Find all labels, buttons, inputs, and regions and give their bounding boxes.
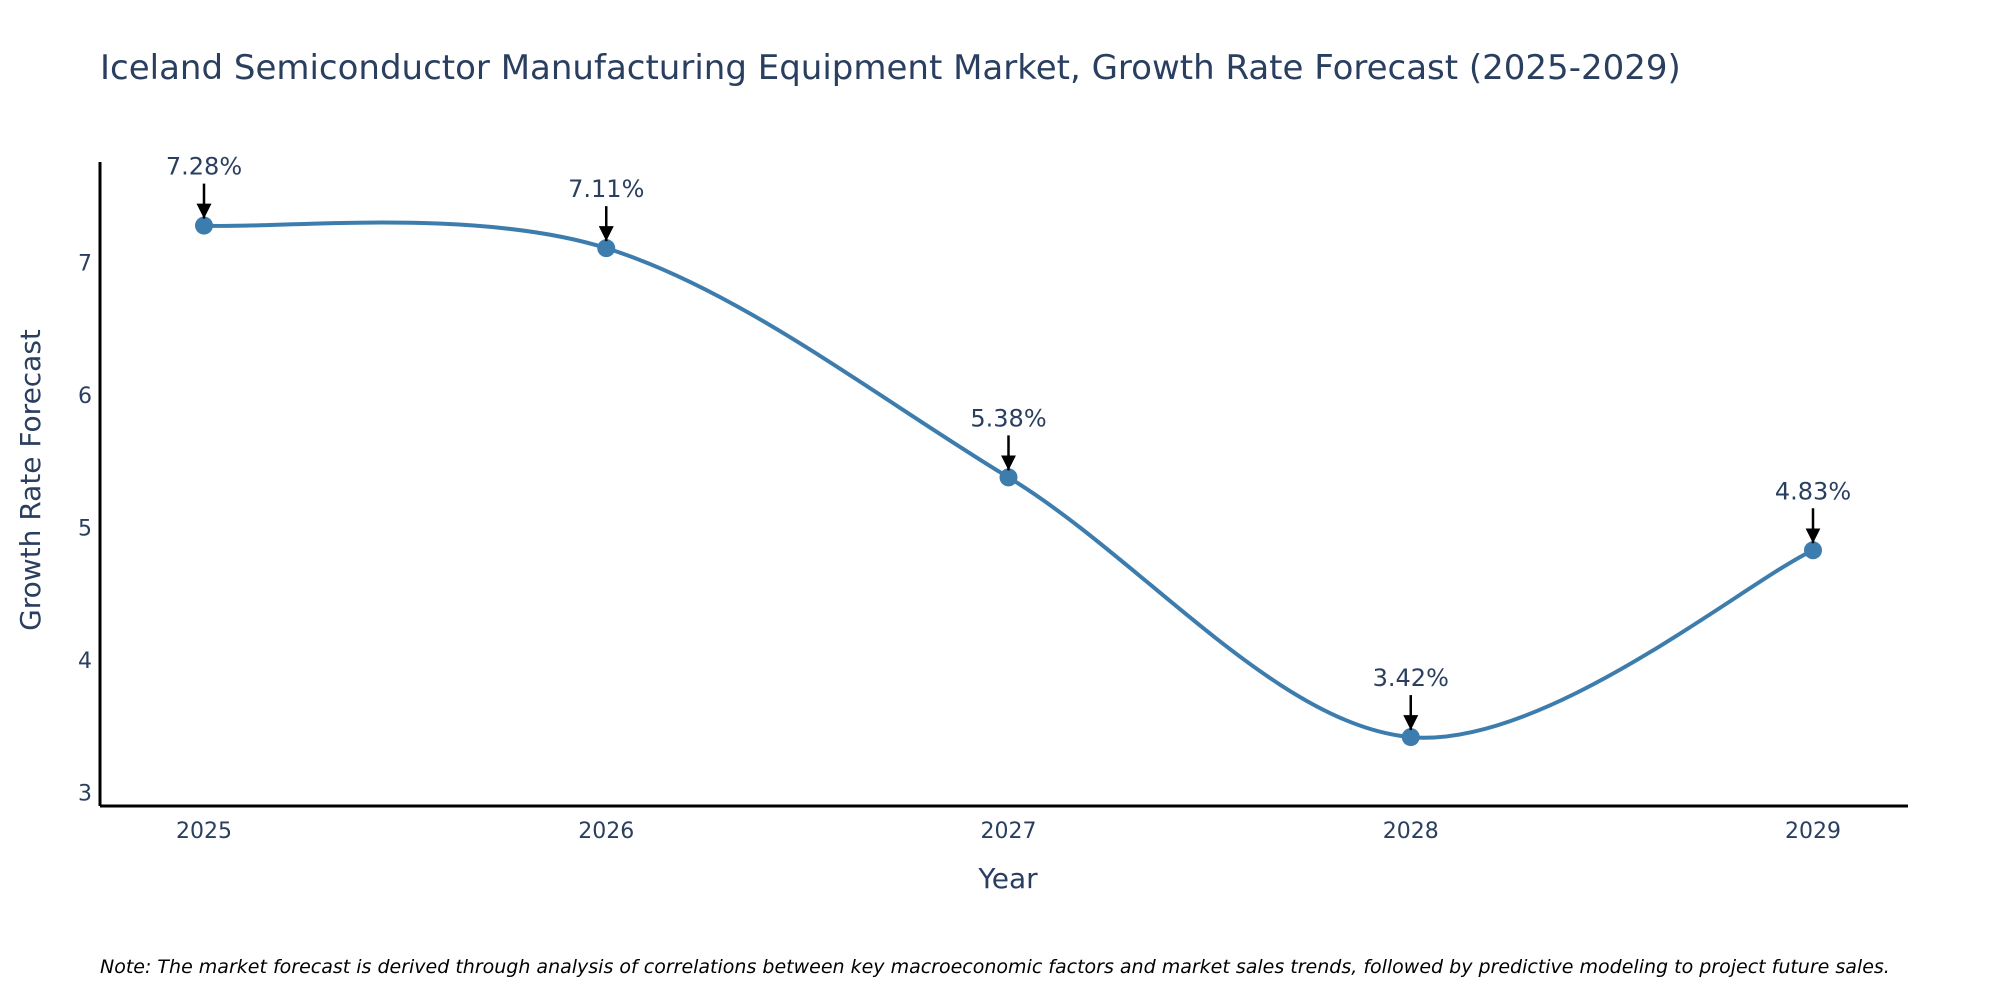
x-tick-label: 2028 bbox=[1383, 819, 1439, 844]
data-label: 7.11% bbox=[568, 175, 644, 203]
x-tick-label: 2029 bbox=[1785, 819, 1841, 844]
y-tick-label: 6 bbox=[78, 384, 92, 409]
y-tick-label: 5 bbox=[78, 517, 92, 542]
y-axis-ticks: 3 4 5 6 7 bbox=[78, 252, 92, 807]
y-axis-title: Growth Rate Forecast bbox=[14, 329, 47, 631]
data-point bbox=[1804, 541, 1822, 560]
y-tick-label: 7 bbox=[78, 252, 92, 277]
data-point bbox=[999, 468, 1018, 487]
y-tick-label: 4 bbox=[78, 649, 92, 674]
chart-title: Iceland Semiconductor Manufacturing Equi… bbox=[100, 48, 1681, 88]
x-tick-label: 2025 bbox=[176, 819, 232, 844]
data-annotations: 7.28% 7.11% 5.38% 3.42% 4.83% bbox=[166, 153, 1851, 731]
data-label: 3.42% bbox=[1373, 664, 1449, 692]
y-tick-label: 3 bbox=[78, 782, 92, 807]
x-tick-label: 2026 bbox=[578, 819, 634, 844]
data-point bbox=[1401, 728, 1420, 747]
data-markers bbox=[195, 216, 1822, 747]
x-tick-label: 2027 bbox=[981, 819, 1037, 844]
data-label: 5.38% bbox=[970, 404, 1046, 432]
data-label: 4.83% bbox=[1775, 477, 1851, 505]
data-label: 7.28% bbox=[166, 153, 242, 181]
x-axis-title: Year bbox=[977, 862, 1038, 895]
x-axis-ticks: 2025 2026 2027 2028 2029 bbox=[176, 819, 1841, 844]
data-point bbox=[597, 239, 616, 258]
data-point bbox=[195, 216, 213, 235]
chart-note: Note: The market forecast is derived thr… bbox=[100, 956, 1890, 978]
